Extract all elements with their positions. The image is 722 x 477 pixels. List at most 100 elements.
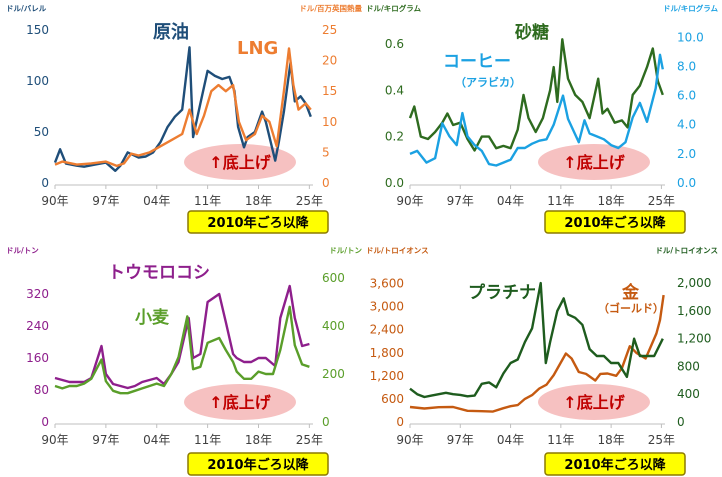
y-right-tick: 6.0: [677, 89, 696, 103]
y-right-tick: 2.0: [677, 147, 696, 161]
series-line-1: [409, 294, 665, 413]
y-right-tick: 5: [322, 145, 330, 159]
y-left-tick: 80: [34, 383, 49, 397]
period-badge: [544, 452, 686, 476]
x-tick-label: 97年: [92, 433, 119, 447]
y-left-tick: 0.0: [385, 176, 404, 190]
y-left-tick: 1,800: [370, 346, 404, 360]
x-tick-label: 11年: [194, 433, 221, 447]
chart-panel-3: ドル/トン ドル/トン 0 80 160 240 320 0 200 400 600 90年 97年 04…: [6, 246, 362, 476]
y-right-tick: 2,000: [677, 276, 711, 290]
x-tick-label: 18年: [245, 194, 272, 208]
x-tick-label: 90年: [396, 433, 423, 447]
series-line-1: [408, 38, 664, 152]
period-badge: [187, 452, 329, 476]
y-right-tick: 20: [322, 54, 337, 68]
y-left-tick: 0.2: [385, 130, 404, 144]
x-tick-label: 25年: [648, 194, 675, 208]
y-right-tick: 200: [322, 367, 345, 381]
y-right-tick: 400: [322, 319, 345, 333]
x-tick-label: 11年: [547, 433, 574, 447]
series-title-label: トウモロコシ: [108, 263, 210, 283]
y-left-tick: 0.4: [385, 83, 404, 97]
x-tick-label: 90年: [41, 433, 68, 447]
y-right-unit: ドル/トロイオンス: [655, 246, 718, 255]
period-badge-text: 2010年ごろ以降: [564, 457, 666, 473]
x-tick-label: 25年: [296, 433, 323, 447]
period-badge: [544, 210, 686, 234]
x-tick-label: 11年: [194, 194, 221, 208]
series-title-label: LNG: [237, 38, 278, 59]
series-title-label: （ゴールド）: [598, 301, 664, 315]
y-right-unit: ドル/キログラム: [663, 3, 719, 13]
series-title-label: 金: [621, 282, 640, 303]
series-title-label: プラチナ: [468, 282, 536, 303]
y-left-tick: 3,600: [370, 277, 404, 291]
x-tick-label: 11年: [547, 194, 574, 208]
x-tick-label: 04年: [497, 194, 524, 208]
x-tick-label: 97年: [92, 194, 119, 208]
x-tick-label: 97年: [447, 194, 474, 208]
floor-rise-highlight: [184, 384, 296, 420]
y-left-unit: ドル/バレル: [6, 4, 47, 13]
y-right-tick: 400: [677, 387, 700, 401]
x-tick-label: 04年: [497, 433, 524, 447]
y-left-tick: 0: [396, 415, 404, 429]
x-tick-label: 90年: [41, 194, 68, 208]
y-left-tick: 160: [26, 351, 49, 365]
y-right-tick: 10: [322, 115, 337, 129]
annotation-text: ↑底上げ: [209, 393, 271, 412]
y-left-tick: 2,400: [370, 323, 404, 337]
y-left-tick: 150: [26, 23, 49, 37]
y-left-tick: 600: [381, 392, 404, 406]
x-tick-label: 97年: [447, 433, 474, 447]
y-right-tick: 1,600: [677, 304, 711, 318]
y-right-unit: ドル/百万英国熱量: [299, 3, 362, 13]
y-left-tick: 100: [26, 74, 49, 88]
y-left-unit: ドル/トロイオンス: [366, 246, 429, 255]
floor-rise-highlight: [538, 384, 650, 420]
series-title-label: 小麦: [135, 307, 170, 328]
y-right-unit: ドル/トン: [329, 246, 362, 255]
y-right-tick: 4.0: [677, 118, 696, 132]
y-right-tick: 600: [322, 271, 345, 285]
series-line-1: [53, 46, 312, 172]
y-right-tick: 15: [322, 84, 337, 98]
chart-panel-4: ドル/トロイオンス ドル/トロイオンス 0 600 1,200 1,800 2,400 3,0…: [366, 246, 718, 476]
x-tick-label: 04年: [143, 433, 170, 447]
y-left-tick: 0: [41, 415, 49, 429]
floor-rise-highlight: [184, 144, 296, 180]
period-badge-text: 2010年ごろ以降: [564, 215, 666, 231]
period-badge: [187, 210, 329, 234]
x-tick-label: 90年: [396, 194, 423, 208]
series-line-2: [409, 281, 664, 399]
x-tick-label: 25年: [296, 194, 323, 208]
floor-rise-highlight: [538, 144, 650, 180]
x-tick-label: 04年: [143, 194, 170, 208]
series-line-1: [54, 284, 310, 390]
y-right-tick: 0.0: [677, 176, 696, 190]
series-title-label: 原油: [153, 21, 189, 43]
y-right-tick: 1,200: [677, 332, 711, 346]
y-left-tick: 0: [41, 176, 49, 190]
y-right-tick: 8.0: [677, 59, 696, 73]
series-title-label: コーヒー: [443, 52, 511, 72]
x-tick-label: 18年: [597, 433, 624, 447]
annotation-text: ↑底上げ: [563, 153, 625, 172]
y-left-tick: 0.6: [385, 37, 404, 51]
period-badge-text: 2010年ごろ以降: [207, 457, 309, 473]
y-right-tick: 0: [322, 415, 330, 429]
y-left-tick: 3,000: [370, 300, 404, 314]
x-tick-label: 25年: [648, 433, 675, 447]
y-left-unit: ドル/トン: [6, 246, 39, 255]
y-left-tick: 320: [26, 287, 49, 301]
annotation-text: ↑底上げ: [563, 393, 625, 412]
period-badge-text: 2010年ごろ以降: [207, 215, 309, 231]
y-left-tick: 1,200: [370, 369, 404, 383]
chart-panel-1: ドル/バレル ドル/百万英国熱量 0 50 100 150 0 5 10 15 20 25 90年 97年…: [6, 3, 362, 234]
series-title-label: 砂糖: [515, 22, 549, 43]
y-right-tick: 0: [677, 415, 685, 429]
annotation-text: ↑底上げ: [209, 153, 271, 172]
y-right-tick: 10.0: [677, 30, 704, 44]
